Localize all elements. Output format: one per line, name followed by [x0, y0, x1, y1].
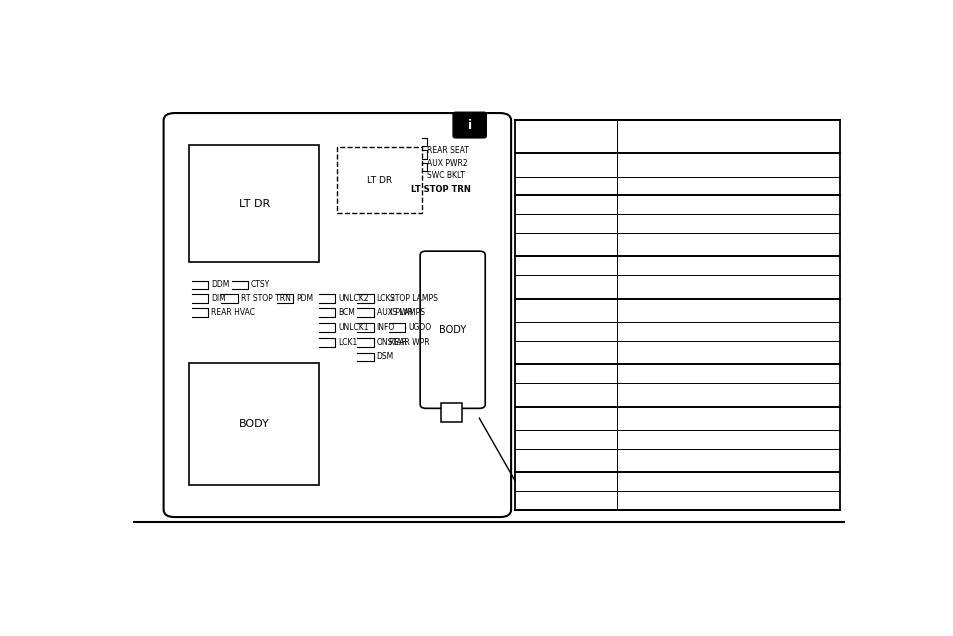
Text: i: i — [467, 118, 472, 132]
Text: LCK2: LCK2 — [376, 294, 395, 303]
Bar — [190, 145, 318, 263]
Text: DDM: DDM — [211, 280, 229, 289]
Text: BODY: BODY — [238, 419, 270, 429]
Text: LT DR: LT DR — [367, 176, 392, 185]
Text: UNLCK2: UNLCK2 — [337, 294, 368, 303]
Bar — [190, 363, 318, 485]
Text: STOP LAMPS: STOP LAMPS — [390, 294, 437, 303]
Text: ONSTAR: ONSTAR — [376, 338, 407, 347]
Text: RT STOP TRN: RT STOP TRN — [240, 294, 290, 303]
Text: REAR WPR: REAR WPR — [389, 338, 429, 347]
FancyBboxPatch shape — [453, 113, 485, 137]
Text: LT STOP TRN: LT STOP TRN — [410, 186, 470, 195]
Text: SWC BKLT: SWC BKLT — [426, 171, 464, 180]
Text: PDM: PDM — [295, 294, 313, 303]
Text: DIM: DIM — [211, 294, 226, 303]
Text: REAR SEAT: REAR SEAT — [426, 146, 468, 155]
Text: UNLCK1: UNLCK1 — [337, 323, 368, 332]
Text: BODY: BODY — [438, 325, 466, 335]
Text: DSM: DSM — [376, 352, 394, 361]
Text: AUX PWR: AUX PWR — [376, 308, 412, 317]
FancyBboxPatch shape — [164, 113, 511, 517]
Text: IS LAMPS: IS LAMPS — [390, 308, 424, 317]
Text: BCM: BCM — [337, 308, 355, 317]
Text: UGDO: UGDO — [408, 323, 431, 332]
Bar — [440, 403, 461, 422]
Text: REAR HVAC: REAR HVAC — [211, 308, 254, 317]
Bar — [515, 120, 840, 509]
Text: AUX PWR2: AUX PWR2 — [426, 159, 467, 168]
Text: LCK1: LCK1 — [337, 338, 357, 347]
Bar — [337, 148, 422, 214]
Text: CTSY: CTSY — [251, 280, 270, 289]
Text: INFO: INFO — [376, 323, 395, 332]
FancyBboxPatch shape — [419, 251, 485, 408]
Text: LT DR: LT DR — [238, 198, 270, 209]
